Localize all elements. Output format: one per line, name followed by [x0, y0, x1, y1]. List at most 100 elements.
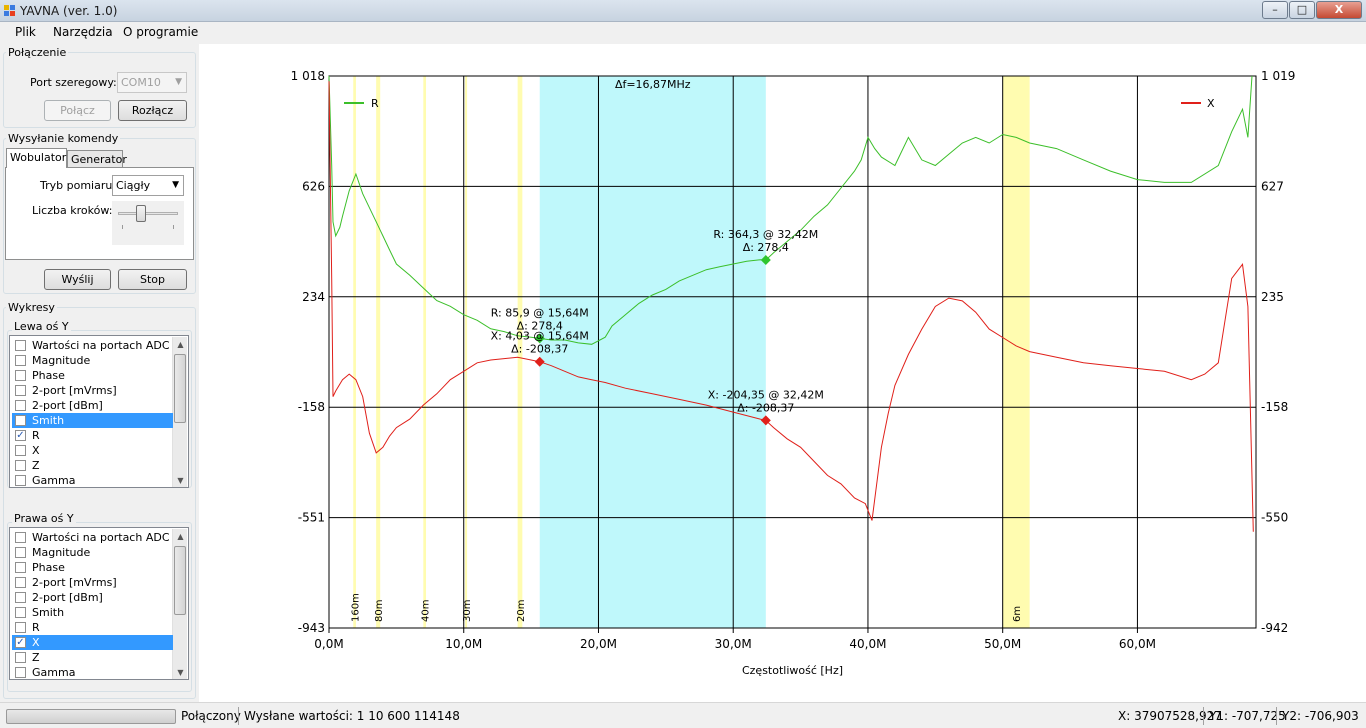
left-tick-label: 1 018 [291, 69, 325, 83]
checkbox-checked-icon[interactable]: ✓ [15, 637, 26, 648]
menu-narzedzia[interactable]: Narzędzia [53, 25, 113, 39]
chevron-down-icon: ▼ [172, 180, 179, 190]
left-axis-item[interactable]: ✓ R [12, 428, 173, 443]
menu-bar: Plik Narzędzia O programie [0, 22, 1366, 44]
left-axis-item[interactable]: Wartości na portach ADC [12, 338, 173, 353]
checkbox-icon[interactable] [15, 385, 26, 396]
scroll-up-icon[interactable]: ▲ [177, 532, 184, 541]
send-button[interactable]: Wyślij [44, 269, 111, 290]
checkbox-icon[interactable] [15, 577, 26, 588]
chart-area[interactable]: 160m 80m 40m 30m 20m 6m 1 018 1 019 626 627 234 235… [199, 44, 1366, 702]
marker-label: R: 364,3 @ 32,42M [713, 228, 818, 241]
right-axis-item[interactable]: Phase [12, 560, 173, 575]
selection-band [539, 76, 766, 628]
right-axis-item-label: 2-port [mVrms] [32, 576, 117, 589]
left-axis-item[interactable]: X [12, 443, 173, 458]
left-tick-label: 234 [302, 290, 325, 304]
checkbox-icon[interactable] [15, 622, 26, 633]
checkbox-icon[interactable] [15, 415, 26, 426]
right-axis-item[interactable]: Smith [12, 605, 173, 620]
coord-x: X: 37907528,927 [1118, 709, 1222, 723]
steps-slider[interactable] [112, 201, 184, 245]
connect-button[interactable]: Połącz [44, 100, 111, 121]
left-axis-item[interactable]: Z [12, 458, 173, 473]
checkbox-icon[interactable] [15, 652, 26, 663]
plot-frame [328, 75, 1257, 629]
stop-button[interactable]: Stop [118, 269, 187, 290]
left-axis-item-label: 2-port [mVrms] [32, 384, 117, 397]
close-button[interactable]: X [1316, 1, 1362, 19]
checkbox-icon[interactable] [15, 562, 26, 573]
left-axis-item[interactable]: Magnitude [12, 353, 173, 368]
left-axis-item-label: Gamma [32, 474, 76, 487]
band-marker [1002, 76, 1030, 628]
disconnect-button[interactable]: Rozłącz [118, 100, 187, 121]
scroll-down-icon[interactable]: ▼ [177, 476, 184, 485]
left-axis-item[interactable]: Smith [12, 413, 173, 428]
menu-plik[interactable]: Plik [15, 25, 36, 39]
right-axis-item[interactable]: Wartości na portach ADC [12, 530, 173, 545]
marker-delta-label: Δ: 278,4 [743, 241, 789, 254]
right-list-scrollbar[interactable]: ▲ ▼ [172, 529, 187, 679]
right-axis-item[interactable]: Gamma [12, 665, 173, 679]
status-separator [238, 707, 239, 725]
left-axis-item[interactable]: Phase [12, 368, 173, 383]
checkbox-checked-icon[interactable]: ✓ [15, 430, 26, 441]
minimize-button[interactable]: – [1262, 1, 1288, 19]
band-marker [376, 76, 381, 628]
checkbox-icon[interactable] [15, 340, 26, 351]
left-axis-item[interactable]: Gamma [12, 473, 173, 487]
rx-chart[interactable]: 160m 80m 40m 30m 20m 6m 1 018 1 019 626 627 234 235… [199, 44, 1366, 702]
mode-combo[interactable]: Ciągły ▼ [112, 175, 184, 196]
scroll-thumb[interactable] [174, 354, 186, 423]
slider-thumb[interactable] [135, 205, 146, 222]
checkbox-icon[interactable] [15, 355, 26, 366]
band-marker [423, 76, 427, 628]
port-combo[interactable]: COM10 ▼ [117, 72, 187, 93]
connection-status: Połączony [181, 709, 241, 723]
left-axis-item[interactable]: 2-port [mVrms] [12, 383, 173, 398]
checkbox-icon[interactable] [15, 370, 26, 381]
marker-point [534, 356, 545, 367]
right-axis-item[interactable]: Magnitude [12, 545, 173, 560]
right-axis-item[interactable]: 2-port [dBm] [12, 590, 173, 605]
scroll-down-icon[interactable]: ▼ [177, 668, 184, 677]
right-axis-item[interactable]: 2-port [mVrms] [12, 575, 173, 590]
left-axis-item[interactable]: 2-port [dBm] [12, 398, 173, 413]
checkbox-icon[interactable] [15, 607, 26, 618]
scroll-thumb[interactable] [174, 546, 186, 615]
left-axis-checklist[interactable]: ▲ ▼ Wartości na portach ADC Magnitude Phas… [9, 335, 189, 488]
left-list-scrollbar[interactable]: ▲ ▼ [172, 337, 187, 487]
checkbox-icon[interactable] [15, 547, 26, 558]
maximize-button[interactable]: □ [1289, 1, 1315, 19]
checkbox-icon[interactable] [15, 400, 26, 411]
checkbox-icon[interactable] [15, 475, 26, 486]
checkbox-icon[interactable] [15, 532, 26, 543]
right-axis-checklist[interactable]: ▲ ▼ Wartości na portach ADC Magnitude Phas… [9, 527, 189, 680]
charts-group [3, 307, 196, 699]
slider-track [118, 212, 178, 215]
checkbox-icon[interactable] [15, 445, 26, 456]
checkbox-icon[interactable] [15, 460, 26, 471]
tab-generator[interactable]: Generator [67, 150, 127, 168]
right-tick-label: 627 [1261, 179, 1284, 193]
x-tick-label: 20,0M [580, 637, 617, 651]
checkbox-icon[interactable] [15, 592, 26, 603]
connection-group [3, 52, 196, 128]
right-axis-item[interactable]: Z [12, 650, 173, 665]
x-tick-label: 50,0M [984, 637, 1021, 651]
series-r-line [328, 75, 1253, 345]
right-axis-item[interactable]: ✓ X [12, 635, 173, 650]
right-axis-item-label: Gamma [32, 666, 76, 679]
scroll-up-icon[interactable]: ▲ [177, 340, 184, 349]
right-axis-item[interactable]: R [12, 620, 173, 635]
marker-point [760, 255, 771, 266]
left-tick-label: 626 [302, 179, 325, 193]
x-tick-label: 10,0M [445, 637, 482, 651]
tab-wobulator[interactable]: Wobulator [6, 148, 67, 168]
window-title: YAVNA (ver. 1.0) [20, 4, 118, 18]
connection-group-title: Połączenie [6, 46, 69, 59]
band-marker [465, 76, 468, 628]
menu-o-programie[interactable]: O programie [123, 25, 199, 39]
checkbox-icon[interactable] [15, 667, 26, 678]
